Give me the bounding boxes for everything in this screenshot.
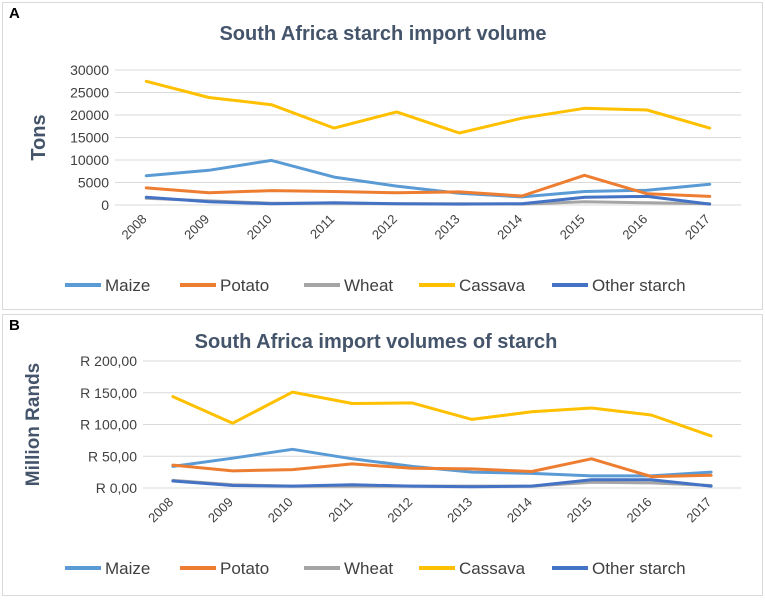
chart-b-legend-label-wheat: Wheat [344,559,393,578]
chart-a-series-maize-line [144,158,712,199]
chart-a-y-tick-label: 30000 [70,62,109,78]
chart-b-legend-label-other-starch: Other starch [592,559,686,578]
chart-b-series-other-starch-line [171,478,713,489]
chart-a-series-cassava-line [144,79,712,135]
chart-a-title: South Africa starch import volume [219,23,546,45]
chart-a-x-tick-label: 2010 [244,211,275,242]
chart-panel-b: B South Africa import volumes of starch M… [2,314,763,596]
chart-a-svg: South Africa starch import volume Tons 0 50… [28,23,741,295]
chart-a-y-tick-label: 10000 [70,152,109,168]
chart-a-legend-label-maize: Maize [105,276,150,295]
chart-b-y-axis-label: Million Rands [23,363,44,487]
chart-a-x-tick-label: 2013 [432,211,463,242]
chart-a-x-tick-label: 2008 [119,211,150,242]
chart-b-y-tick-label: R 50,00 [88,448,137,464]
chart-a-y-axis-label: Tons [28,114,50,160]
chart-b-x-tick-label: 2014 [504,494,535,525]
panel-label-b: B [9,317,20,334]
chart-a-x-tick-label: 2016 [619,211,650,242]
chart-b-x-tick-label: 2017 [683,494,714,525]
chart-a-x-tick-label: 2015 [557,211,588,242]
chart-a-x-tick-label: 2009 [181,211,212,242]
chart-a-y-tick-label: 15000 [70,130,109,146]
chart-b-x-tick-label: 2008 [145,494,176,525]
chart-a-y-tick-label: 25000 [70,85,109,101]
chart-a-y-tick-label: 0 [101,197,109,213]
chart-b-x-tick-label: 2015 [564,494,595,525]
chart-a-y-tick-label: 20000 [70,107,109,123]
chart-b-series-potato-line [171,457,713,479]
chart-a-x-tick-label: 2012 [369,211,400,242]
chart-a-legend-label-potato: Potato [220,276,269,295]
chart-b-x-tick-label: 2010 [265,494,296,525]
chart-a-x-tick-label: 2011 [307,211,337,241]
chart-b-x-tick-label: 2009 [205,494,236,525]
chart-b-y-tick-label: R 200,00 [80,353,137,369]
chart-a-x-tick-label: 2017 [682,211,713,242]
chart-b-x-tick-label: 2013 [444,494,475,525]
chart-a-series-other-starch-line [144,194,712,206]
chart-panel-a: A South Africa starch import volume Tons 0… [2,2,763,310]
chart-a-legend-label-cassava: Cassava [459,276,526,295]
chart-a-y-tick-label: 5000 [78,175,109,191]
chart-b-x-tick-label: 2012 [384,494,415,525]
chart-b-svg: South Africa import volumes of starch Mil… [23,331,741,578]
panel-label-a: A [9,5,20,22]
chart-a-legend-label-other-starch: Other starch [592,276,686,295]
chart-b-x-tick-label: 2011 [325,494,355,524]
chart-a-x-tick-label: 2014 [494,211,525,242]
chart-a-legend-label-wheat: Wheat [344,276,393,295]
chart-b-title: South Africa import volumes of starch [195,331,558,353]
chart-b-legend-label-cassava: Cassava [459,559,526,578]
chart-b-x-tick-label: 2016 [624,494,655,525]
chart-b-series-cassava-line [171,390,713,438]
chart-b-y-tick-label: R 100,00 [80,417,137,433]
chart-b-legend-label-maize: Maize [105,559,150,578]
chart-a-series-potato-line [144,173,712,198]
chart-b-y-tick-label: R 0,00 [96,480,137,496]
chart-b-y-tick-label: R 150,00 [80,385,137,401]
chart-b-legend-label-potato: Potato [220,559,269,578]
